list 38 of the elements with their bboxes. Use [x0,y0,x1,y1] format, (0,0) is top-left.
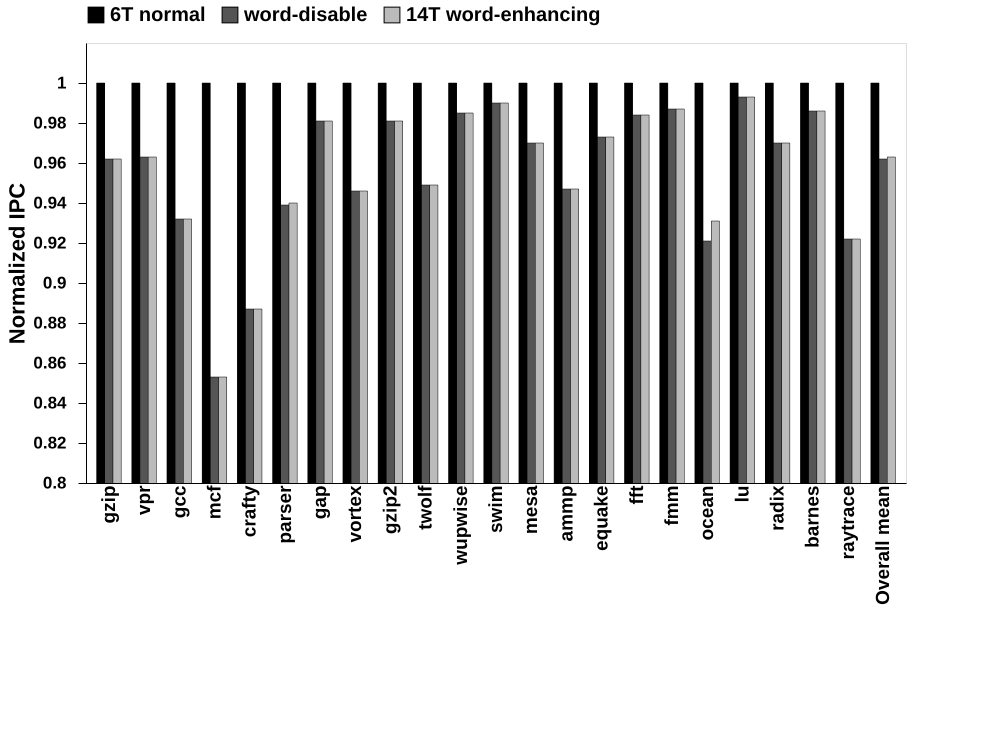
y-tick-label: 0.9 [42,274,66,292]
x-tick-label: gzip [98,486,120,524]
y-tick-label: 0.92 [33,234,66,252]
y-tick-label: 0.82 [33,434,66,452]
y-tick-label: 0.8 [42,474,66,492]
x-tick-label: vpr [134,484,156,516]
y-tick-label: 0.96 [33,154,66,172]
x-tick-label: swim [486,486,507,534]
x-tick-label: raytrace [838,486,859,560]
x-tick-label: mesa [521,485,542,534]
legend-label: word-disable [243,4,368,26]
y-tick-label: 0.88 [33,314,66,332]
x-tick-label: gap [310,486,332,520]
x-tick-label: lu [732,486,754,502]
x-tick-label: vortex [345,485,366,543]
x-tick-label: equake [592,486,613,551]
x-tick-label: ammp [556,486,578,542]
x-tick-label: mcf [204,484,226,520]
x-tick-label: parser [274,484,296,544]
x-tick-label: twolf [416,484,437,530]
x-tick-label: gcc [169,485,190,518]
x-tick-label: gzip2 [380,486,402,534]
legend-label: 6T normal [110,4,206,26]
y-tick-label: 0.86 [33,354,66,372]
y-tick-label: 0.94 [33,194,68,212]
x-tick-label: radix [768,485,789,531]
x-tick-label: crafty [240,485,261,538]
x-tick-label: Overall mean [873,486,894,605]
y-tick-label: 0.98 [33,114,66,132]
x-tick-label: fmm [662,486,683,526]
y-tick-label: 1 [57,74,66,92]
legend-label: 14T word-enhancing [406,4,600,26]
x-tick-label: barnes [802,486,824,548]
x-tick-label: wupwise [450,486,472,566]
y-tick-label: 0.84 [33,394,68,412]
x-tick-label: ocean [697,486,718,540]
y-axis-title: Normalized IPC [4,182,30,344]
x-tick-label: fft [626,484,648,504]
